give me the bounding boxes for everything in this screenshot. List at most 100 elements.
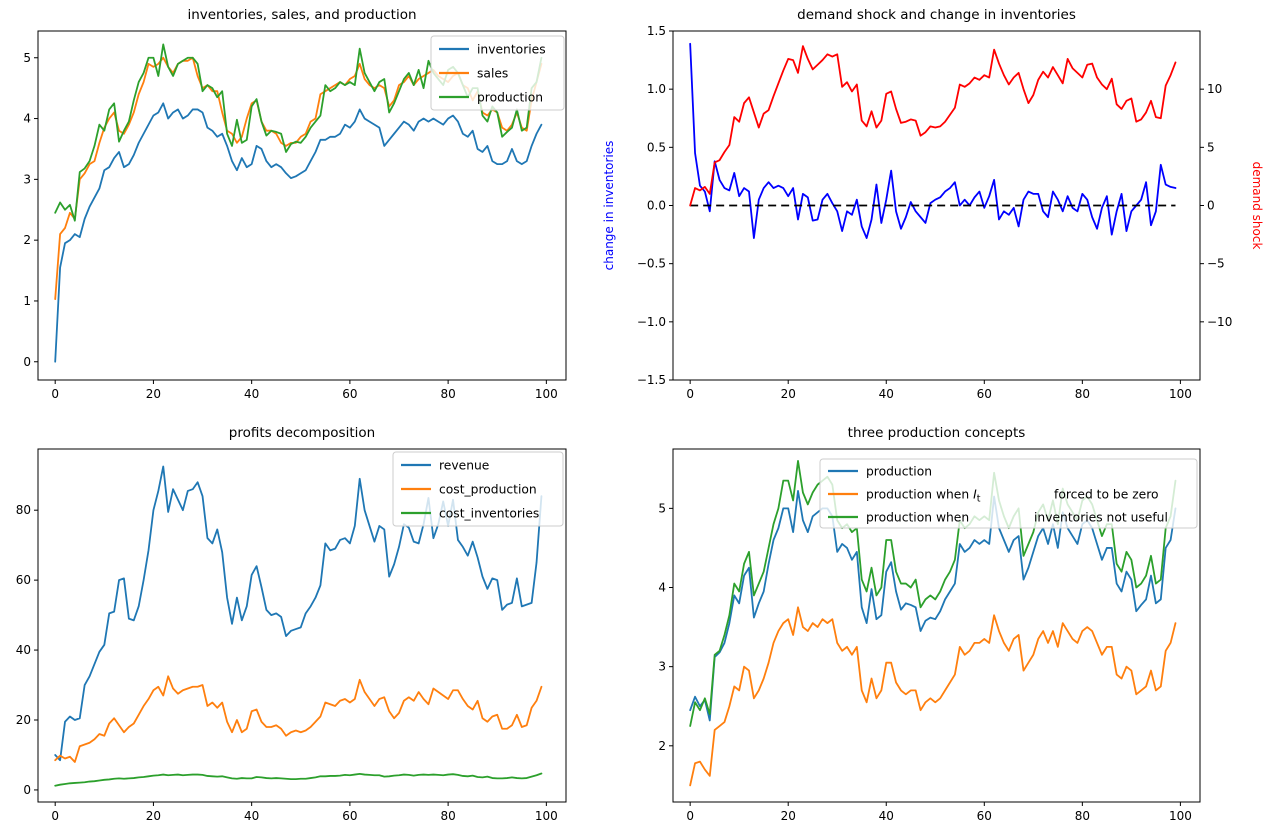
series-line-production-when-i-t-forced-to-be-zero (689, 606, 1177, 787)
axes-frame (672, 448, 1201, 803)
y-tick-label: −0.5 (637, 257, 666, 271)
legend-item-production-when-i-t-forced-to-be-zero: production when It forced to be zero (828, 487, 1159, 504)
x-tick-label: 60 (977, 809, 992, 823)
x-tick-label: 20 (781, 387, 796, 401)
y-tick-label: 5 (658, 501, 666, 515)
y-axis-label-right: demand shock (1250, 162, 1264, 250)
x-axis: 0 20 40 60 80 100 (686, 802, 1192, 823)
y-axis-label-left: change in inventories (602, 141, 616, 271)
x-tick-label: 0 (686, 387, 694, 401)
x-tick-label: 40 (879, 387, 894, 401)
x-axis: 0 20 40 60 80 100 (51, 380, 558, 401)
y-tick-label: 5 (1207, 140, 1215, 154)
legend: inventories sales production (430, 35, 565, 111)
x-tick-label: 100 (535, 387, 558, 401)
chart-title-inventories-sales-production: inventories, sales, and production (187, 7, 417, 23)
y-tick-label: 60 (16, 573, 31, 587)
x-tick-label: 100 (1169, 387, 1192, 401)
legend-item-cost-production: cost_production (401, 482, 537, 496)
legend-item-inventories: inventories (439, 42, 546, 56)
x-tick-label: 60 (342, 809, 357, 823)
subplot-inventories-sales-and-production: 0 20 40 60 80 100 0 1 2 3 4 5 inventories sales produc… (23, 30, 567, 401)
legend-label: cost_production (439, 482, 537, 496)
y-tick-label: 0.0 (647, 199, 666, 213)
x-tick-label: 20 (781, 809, 796, 823)
y-tick-label: −5 (1207, 257, 1225, 271)
x-tick-label: 20 (146, 809, 161, 823)
y-tick-label: 1 (23, 294, 31, 308)
x-tick-label: 80 (1075, 809, 1090, 823)
y-axis-left: 0 20 40 60 80 (16, 503, 38, 797)
legend-label: inventories (477, 42, 546, 56)
legend-item-sales: sales (439, 66, 508, 80)
series-line-cost-production (54, 675, 543, 763)
series-line-demand-shock (689, 45, 1177, 207)
x-tick-label: 0 (51, 809, 59, 823)
x-tick-label: 100 (535, 809, 558, 823)
legend-label: production when It forced to be zero (866, 487, 1159, 504)
y-axis-left: −1.5 −1.0 −0.5 0.0 0.5 1.0 1.5 (637, 24, 673, 387)
y-axis-left: 2 3 4 5 (658, 501, 673, 753)
y-tick-label: 2 (23, 233, 31, 247)
x-tick-label: 20 (146, 387, 161, 401)
chart-title-three-production-concepts: three production concepts (847, 425, 1026, 441)
series-line-production (689, 490, 1177, 722)
series-line-change-in-inventories (689, 42, 1177, 239)
y-tick-label: 0 (23, 783, 31, 797)
x-tick-label: 0 (686, 809, 694, 823)
series-line-revenue (54, 465, 543, 762)
legend: revenue cost_production cost_inventories (392, 451, 564, 527)
x-tick-label: 40 (244, 809, 259, 823)
x-tick-label: 100 (1169, 809, 1192, 823)
y-tick-label: 10 (1207, 82, 1222, 96)
legend-item-production: production (439, 90, 543, 104)
y-tick-label: 20 (16, 713, 31, 727)
y-tick-label: −1.0 (637, 315, 666, 329)
axes-frame (672, 30, 1201, 381)
axes-frame (37, 448, 567, 803)
y-axis-left: 0 1 2 3 4 5 (23, 51, 38, 369)
y-tick-label: 0 (23, 355, 31, 369)
y-tick-label: 80 (16, 503, 31, 517)
y-tick-label: 0 (1207, 199, 1215, 213)
y-tick-label: −1.5 (637, 373, 666, 387)
legend-box (392, 451, 564, 527)
legend: production production when It forced to be… (819, 458, 1198, 529)
y-tick-label: 1.5 (647, 24, 666, 38)
x-tick-label: 40 (244, 387, 259, 401)
legend-box (819, 458, 1198, 529)
x-tick-label: 80 (440, 387, 455, 401)
y-tick-label: 0.5 (647, 140, 666, 154)
x-tick-label: 40 (879, 809, 894, 823)
chart-title-demand-shock: demand shock and change in inventories (797, 7, 1076, 23)
y-tick-label: 1.0 (647, 82, 666, 96)
x-axis: 0 20 40 60 80 100 (686, 380, 1192, 401)
legend-item-production: production (828, 464, 932, 478)
y-tick-label: 40 (16, 643, 31, 657)
legend-label: production (866, 464, 932, 478)
legend-label: production when inventories not useful (866, 510, 1168, 524)
legend-label: cost_inventories (439, 506, 539, 520)
legend-item-cost-inventories: cost_inventories (401, 506, 539, 520)
y-tick-label: 3 (658, 660, 666, 674)
y-tick-label: −10 (1207, 315, 1232, 329)
y-tick-label: 4 (658, 581, 666, 595)
x-tick-label: 80 (440, 809, 455, 823)
y-axis-right: −10 −5 0 5 10 (1200, 82, 1232, 329)
x-tick-label: 80 (1075, 387, 1090, 401)
y-tick-label: 2 (658, 739, 666, 753)
y-tick-label: 5 (23, 51, 31, 65)
legend-item-production-when-inventories-not-useful: production when inventories not useful (828, 510, 1168, 524)
x-tick-label: 60 (977, 387, 992, 401)
legend-label: revenue (439, 458, 489, 472)
series-line-inventories (54, 102, 543, 363)
chart-title-profits-decomposition: profits decomposition (228, 425, 376, 441)
subplot-demand-shock-and-change-in-inventories: 0 20 40 60 80 100−1.5−1.0−0.50.00.51.01.5−10−… (602, 24, 1264, 401)
legend-label: production (477, 90, 543, 104)
legend-item-revenue: revenue (401, 458, 489, 472)
legend-label: sales (477, 66, 508, 80)
legend-box (430, 35, 565, 111)
subplot-three-production-concepts: 0 20 40 60 80 100 2 3 4 5 production production whe… (658, 448, 1201, 823)
